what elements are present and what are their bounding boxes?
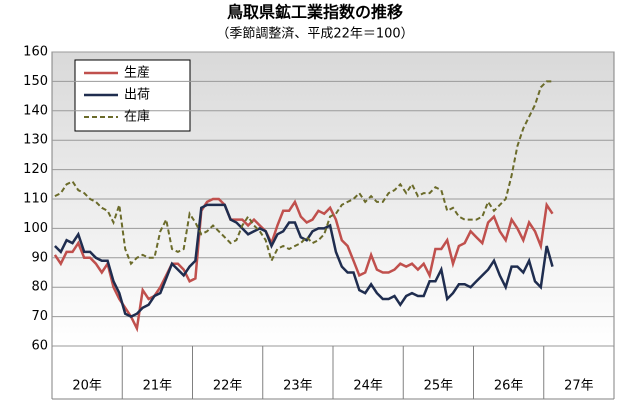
x-tick-label: 26年 bbox=[494, 379, 524, 394]
series-line bbox=[54, 203, 554, 318]
x-tick-label: 24年 bbox=[353, 379, 383, 394]
y-tick-label: 140 bbox=[23, 103, 48, 118]
y-tick-label: 120 bbox=[23, 162, 48, 177]
y-tick-label: 80 bbox=[31, 280, 48, 295]
y-tick-label: 70 bbox=[31, 309, 48, 324]
legend-label: 在庫 bbox=[124, 110, 150, 125]
y-tick-label: 150 bbox=[23, 74, 48, 89]
legend-label: 出荷 bbox=[124, 88, 150, 103]
chart-subtitle: （季節調整済、平成22年＝100） bbox=[216, 26, 413, 42]
x-tick-label: 27年 bbox=[564, 379, 594, 394]
y-tick-label: 160 bbox=[23, 45, 48, 60]
series-line bbox=[54, 80, 553, 266]
chart-title: 鳥取県鉱工業指数の推移 bbox=[227, 3, 403, 22]
x-tick-label: 22年 bbox=[213, 379, 243, 394]
y-tick-label: 100 bbox=[23, 221, 48, 236]
series-line bbox=[53, 197, 554, 333]
y-tick-label: 110 bbox=[23, 192, 48, 207]
legend-label: 生産 bbox=[124, 65, 150, 81]
y-tick-label: 130 bbox=[23, 133, 48, 148]
y-tick-label: 60 bbox=[31, 339, 48, 354]
y-tick-label: 90 bbox=[31, 250, 48, 265]
x-tick-label: 25年 bbox=[424, 379, 454, 394]
x-tick-label: 23年 bbox=[283, 379, 313, 394]
x-tick-label: 20年 bbox=[72, 379, 102, 394]
x-tick-label: 21年 bbox=[143, 379, 173, 394]
